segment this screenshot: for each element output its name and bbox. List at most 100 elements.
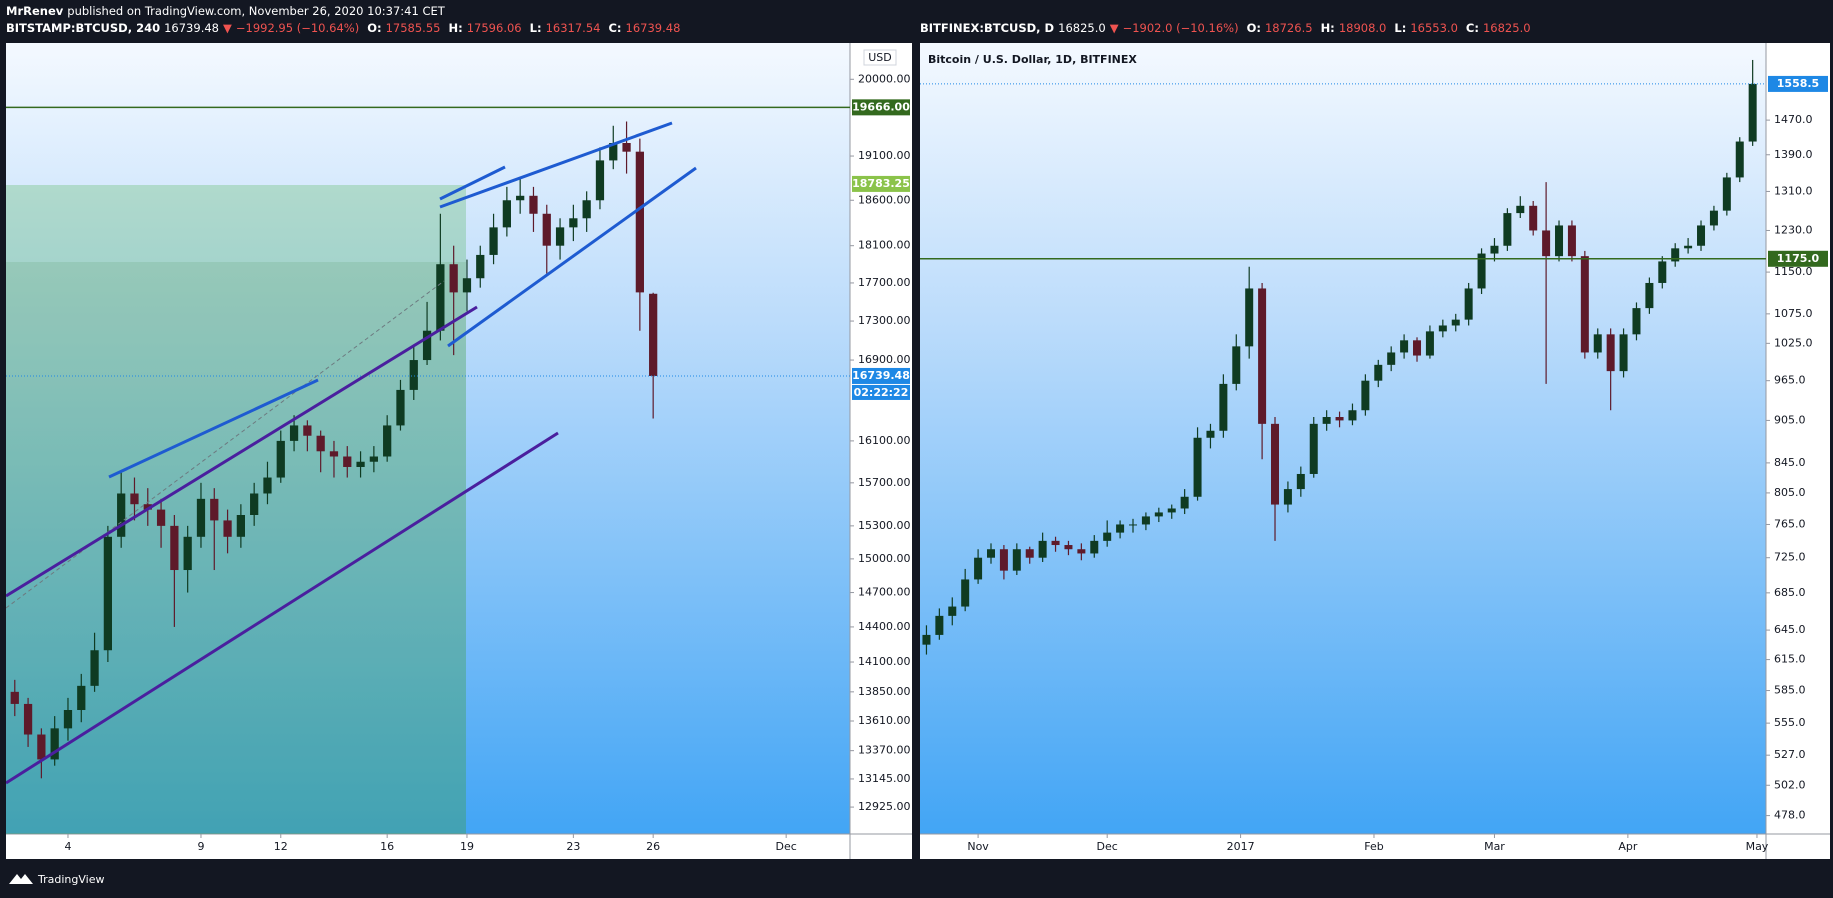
x-tick-label: 19 — [460, 840, 474, 853]
candle-body — [1748, 83, 1757, 142]
y-tick-label: 685.0 — [1774, 586, 1806, 599]
candle-body — [999, 549, 1008, 571]
candle-body — [948, 606, 957, 616]
ohlc-value: 16553.0 — [1410, 21, 1458, 35]
candle-body — [170, 525, 179, 571]
candle-body — [1064, 545, 1073, 550]
candle-body — [1322, 417, 1331, 424]
candle-body — [1167, 508, 1176, 513]
ohlc-value: 16739.48 — [625, 21, 681, 35]
last-price-label-text: 1558.5 — [1777, 77, 1819, 90]
ohlc-value: 18908.0 — [1338, 21, 1387, 35]
candle-body — [1283, 489, 1292, 505]
candle-body — [276, 440, 285, 478]
candle-body — [343, 456, 352, 467]
candle-body — [383, 425, 392, 457]
candle-body — [1671, 248, 1680, 262]
candle-body — [922, 634, 931, 645]
last-value: 16739.48 — [164, 21, 219, 35]
price-label-box — [852, 175, 910, 192]
time-axis — [6, 834, 912, 859]
candle-body — [516, 195, 525, 201]
candle-body — [1477, 253, 1486, 289]
y-tick-label: 805.0 — [1774, 486, 1806, 499]
candle-body — [369, 456, 378, 462]
candle-body — [143, 504, 152, 510]
candle-body — [1025, 549, 1034, 558]
candle-body — [1296, 473, 1305, 490]
candle-body — [1090, 540, 1099, 554]
candle-body — [156, 509, 166, 526]
last-price-label-box — [1768, 75, 1828, 92]
candle-body — [1154, 512, 1163, 517]
last-value: 16825.0 — [1058, 21, 1106, 35]
trend-line — [447, 166, 697, 348]
currency-box — [863, 49, 897, 66]
candle-body — [609, 142, 618, 161]
candle-body — [329, 451, 339, 457]
candle-body — [23, 703, 33, 735]
y-tick-label: 1230.0 — [1774, 223, 1813, 236]
candle-body — [1116, 524, 1125, 533]
y-tick-label: 12925.00 — [858, 800, 911, 813]
candle-body — [422, 330, 432, 361]
candle-body — [10, 691, 19, 704]
y-tick-label: 1470.0 — [1774, 113, 1813, 126]
candle-body — [1232, 346, 1241, 384]
candle-body — [1529, 205, 1538, 231]
symbol-header: BITSTAMP:BTCUSD, 240 16739.48 ▼ −1992.95… — [6, 21, 680, 35]
price-line-label-box — [1768, 250, 1828, 267]
x-tick-label: Apr — [1618, 840, 1638, 853]
y-tick-label: 1390.0 — [1774, 148, 1813, 161]
trend-line — [108, 378, 319, 479]
candle-body — [1606, 334, 1615, 372]
candle-body — [316, 435, 325, 452]
candle-body — [1103, 532, 1112, 541]
countdown-box — [852, 384, 910, 400]
price-label-text: 18783.25 — [852, 177, 910, 190]
candle-body — [289, 425, 299, 441]
time-axis — [920, 834, 1830, 859]
y-tick-label: 15300.00 — [858, 519, 911, 532]
candle-body — [1309, 423, 1318, 474]
candle-body — [196, 498, 206, 537]
symbol-header: BITFINEX:BTCUSD, D 16825.0 ▼ −1902.0 (−1… — [920, 21, 1531, 35]
y-tick-label: 18100.00 — [858, 239, 911, 252]
y-tick-label: 1150.0 — [1774, 265, 1813, 278]
trend-line — [439, 165, 506, 201]
candle-body — [1684, 245, 1693, 249]
x-tick-label: Feb — [1364, 840, 1383, 853]
candle-body — [974, 557, 983, 580]
candle-body — [356, 461, 365, 467]
x-tick-label: 12 — [274, 840, 288, 853]
y-tick-label: 845.0 — [1774, 456, 1806, 469]
x-tick-label: Dec — [776, 840, 797, 853]
axis-layer: 20000.00 19100.00 18600.00 18100.00 17700.00… — [64, 72, 910, 853]
candle-body — [1645, 282, 1654, 309]
candle-body — [622, 142, 631, 152]
x-tick-label: 2017 — [1227, 840, 1255, 853]
x-tick-label: 16 — [380, 840, 394, 853]
ohlc-key: C: — [1465, 21, 1479, 35]
candle-body — [1464, 288, 1473, 320]
candle-body — [1503, 213, 1512, 246]
axis-layer: 1470.0 1390.0 1310.0 1230.0 1150.0 1075.0 1025… — [967, 75, 1828, 853]
plot-background — [920, 43, 1766, 834]
trend-line — [439, 121, 673, 209]
candle-body — [1206, 430, 1215, 438]
candle-body — [476, 254, 485, 279]
currency-label: USD — [868, 51, 892, 64]
candle-body — [77, 685, 86, 711]
y-tick-label: 13610.00 — [858, 714, 911, 727]
ohlc-value: 16317.54 — [545, 21, 601, 35]
x-tick-label: 23 — [566, 840, 580, 853]
candle-body — [1335, 417, 1344, 421]
y-tick-label: 502.0 — [1774, 778, 1806, 791]
y-tick-label: 725.0 — [1774, 551, 1806, 564]
ohlc-key: H: — [448, 21, 463, 35]
candle-body — [303, 425, 312, 436]
candle-body — [529, 195, 538, 214]
candle-body — [595, 160, 605, 201]
candle-body — [542, 213, 551, 246]
down-arrow: ▼ — [1109, 21, 1119, 35]
